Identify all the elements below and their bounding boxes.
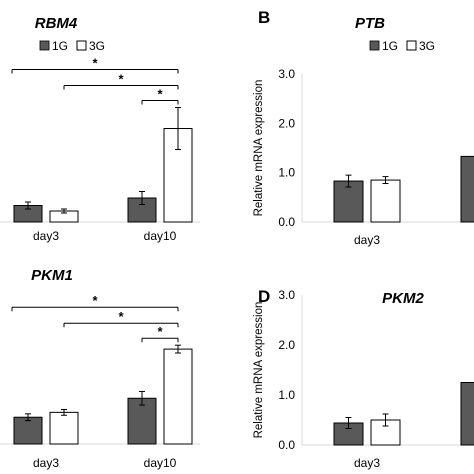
x-tick-label-day3: day3 <box>354 456 380 470</box>
legend: 1G 3G <box>369 39 435 53</box>
chart-title: PTB <box>355 15 385 32</box>
bar-cut-off <box>460 382 474 446</box>
legend-swatch-3g <box>406 40 417 51</box>
legend-swatch-3g <box>76 40 87 51</box>
x-tick-label-day3: day3 <box>33 456 59 470</box>
significance-star: * <box>92 293 98 308</box>
x-tick-label-day3: day3 <box>33 229 59 243</box>
y-tick-label: 3.0 <box>278 288 295 302</box>
x-tick-label-day10: day10 <box>144 456 177 470</box>
significance-star: * <box>157 87 163 102</box>
legend-swatch-1g <box>39 40 50 51</box>
legend-label-1g: 1G <box>52 39 68 53</box>
y-tick-label: 2.0 <box>278 338 295 352</box>
legend: 1G 3G <box>39 39 105 53</box>
panel-letter: B <box>258 8 270 27</box>
significance-star: * <box>118 72 124 87</box>
legend-label-3g: 3G <box>419 39 435 53</box>
significance-star: * <box>118 309 124 324</box>
chart-panel-pkm2: PKM2 D 0.0 1.0 2.0 3.0 Relative mRNA expressio… <box>253 287 474 470</box>
bar-day3-1g <box>13 416 43 445</box>
legend-label-3g: 3G <box>89 39 105 53</box>
chart-panel-pkm1: PKM1 day3 day10 * * * <box>0 267 200 470</box>
y-tick-label: 3.0 <box>278 67 295 81</box>
significance-star: * <box>92 56 98 71</box>
bar-day3-3g <box>370 179 401 223</box>
y-tick-label: 1.0 <box>278 166 295 180</box>
bar-day10-3g <box>163 348 193 445</box>
y-tick-label: 0.0 <box>278 438 295 452</box>
bar-cut-off <box>460 155 474 223</box>
chart-title: PKM2 <box>382 290 424 307</box>
x-tick-label-day3: day3 <box>354 233 380 247</box>
y-axis-label: Relative mRNA expression <box>253 80 265 217</box>
y-tick-label: 1.0 <box>278 388 295 402</box>
chart-panel-rbm4: RBM4 1G 3G day3 day10 * * * <box>0 15 200 243</box>
y-axis-label: Relative mRNA expression <box>253 302 265 439</box>
chart-panel-ptb: PTB B 1G 3G 0.0 1.0 2.0 3.0 Relative mRNA expres… <box>253 8 474 247</box>
significance-star: * <box>157 324 163 339</box>
bar-day10-1g <box>127 397 157 445</box>
legend-swatch-1g <box>369 40 380 51</box>
y-tick-label: 2.0 <box>278 116 295 130</box>
x-tick-label-day10: day10 <box>144 229 177 243</box>
bar-day3-1g <box>333 180 364 223</box>
y-tick-label: 0.0 <box>278 215 295 229</box>
legend-label-1g: 1G <box>382 39 398 53</box>
panel-letter: D <box>258 287 270 306</box>
chart-title: RBM4 <box>35 15 78 32</box>
bar-day3-3g <box>49 411 79 445</box>
chart-title: PKM1 <box>31 267 73 284</box>
